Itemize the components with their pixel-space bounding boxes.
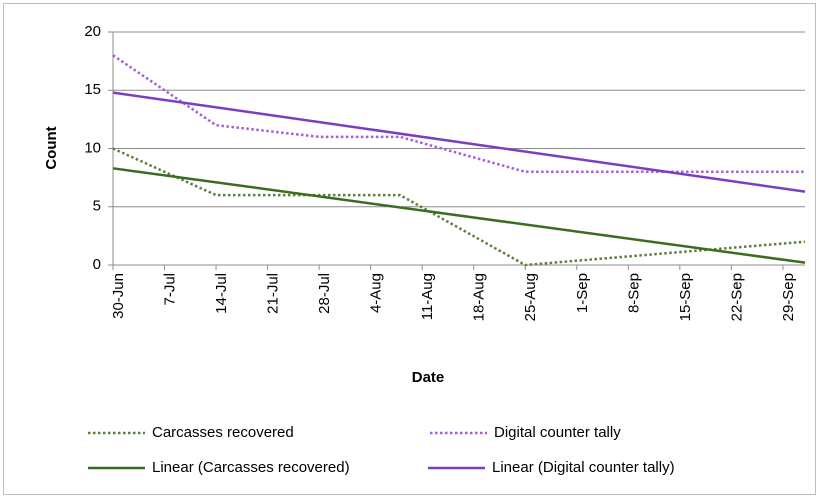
x-tick-label: 15-Sep — [677, 273, 694, 321]
x-tick-label: 18-Aug — [471, 273, 488, 321]
legend-label: Carcasses recovered — [152, 424, 294, 441]
y-tick-label: 5 — [93, 198, 101, 215]
x-tick-label: 1-Sep — [574, 273, 591, 313]
series-line — [112, 54, 805, 174]
x-axis-label: Date — [412, 369, 445, 386]
series-line — [112, 91, 806, 193]
x-tick-label: 30-Jun — [110, 273, 127, 319]
chart-frame — [3, 3, 816, 495]
y-tick-label: 10 — [84, 139, 101, 156]
x-tick-label: 25-Aug — [522, 273, 539, 321]
x-tick-label: 7-Jul — [162, 273, 179, 306]
x-tick-label: 14-Jul — [213, 273, 230, 314]
legend-label: Linear (Carcasses recovered) — [152, 459, 350, 476]
x-tick-label: 22-Sep — [728, 273, 745, 321]
series-line — [112, 147, 806, 267]
x-tick-label: 11-Aug — [419, 273, 436, 320]
x-tick-label: 28-Jul — [316, 273, 333, 314]
legend-label: Digital counter tally — [494, 424, 621, 441]
x-tick-label: 8-Sep — [625, 273, 642, 313]
y-tick-label: 20 — [84, 23, 101, 40]
y-tick-label: 15 — [84, 81, 101, 98]
legend-label: Linear (Digital counter tally) — [492, 459, 675, 476]
x-tick-label: 21-Jul — [265, 273, 282, 314]
x-tick-label: 29-Sep — [780, 273, 797, 321]
y-tick-label: 0 — [93, 256, 101, 273]
y-axis-label: Count — [43, 126, 60, 169]
x-tick-label: 4-Aug — [368, 273, 385, 313]
series-line — [112, 167, 806, 264]
